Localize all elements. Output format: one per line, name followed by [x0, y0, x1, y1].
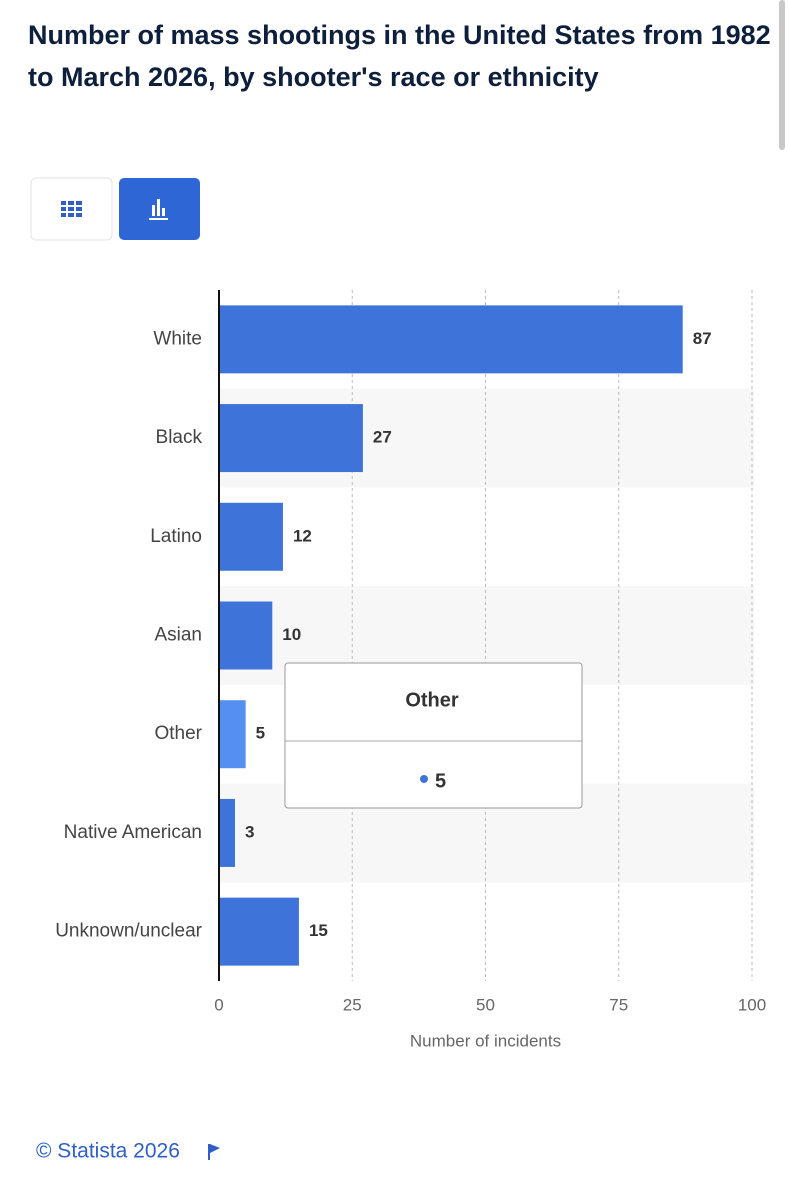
y-tick-label: Asian: [154, 625, 202, 646]
value-label: 15: [309, 921, 328, 940]
value-label: 27: [373, 428, 392, 447]
x-tick-label: 0: [214, 995, 223, 1014]
y-tick-label: Latino: [150, 526, 202, 547]
value-label: 87: [693, 329, 712, 348]
tooltip-category: Other: [405, 689, 459, 711]
x-tick-label: 50: [476, 995, 495, 1014]
value-label: 10: [282, 625, 301, 644]
value-label: 5: [256, 724, 265, 743]
bar: [219, 798, 235, 867]
y-tick-label: Unknown/unclear: [55, 921, 202, 942]
x-axis-label: Number of incidents: [410, 1031, 561, 1050]
bar: [219, 404, 363, 473]
bar: [219, 897, 299, 966]
y-tick-label: Black: [156, 427, 203, 448]
bar: [219, 305, 683, 374]
y-tick-label: Other: [154, 723, 202, 744]
plot-area: 0 25 50 75 100 Number of incidents 87 White 27 Bl…: [55, 290, 766, 1050]
source[interactable]: © Statista 2026: [36, 1140, 180, 1163]
bar: [219, 502, 283, 571]
x-tick-label: 25: [343, 995, 362, 1014]
value-label: 12: [293, 526, 312, 545]
chart-title: Number of mass shootings in the United S…: [28, 20, 771, 92]
x-tick-label: 100: [738, 995, 766, 1014]
y-tick-label: White: [153, 328, 202, 349]
value-label: 3: [245, 822, 254, 841]
table-view-button[interactable]: [30, 177, 113, 241]
tooltip: Other 5: [284, 662, 583, 809]
scrollbar: [779, 0, 785, 150]
bar: [219, 700, 246, 769]
y-tick-label: Native American: [64, 822, 202, 843]
bar: [219, 601, 273, 670]
x-tick-label: 75: [609, 995, 628, 1014]
tooltip-value: 5: [435, 770, 446, 792]
flag-icon[interactable]: [208, 1144, 220, 1160]
chart-view-button[interactable]: [119, 178, 200, 240]
